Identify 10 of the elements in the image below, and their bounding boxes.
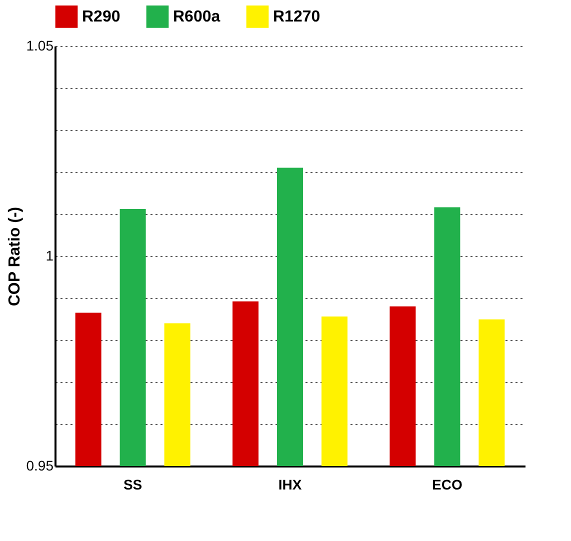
y-tick-label: 1 bbox=[46, 248, 54, 264]
legend-label: R600a bbox=[173, 8, 220, 26]
x-tick-label: IHX bbox=[278, 476, 302, 492]
x-tick-label: ECO bbox=[432, 476, 462, 492]
legend-label: R1270 bbox=[273, 8, 320, 26]
y-axis-title: COP Ratio (-) bbox=[6, 206, 24, 306]
x-tick-label: SS bbox=[123, 476, 142, 492]
legend-label: R290 bbox=[82, 8, 120, 26]
y-tick-label: 1.05 bbox=[26, 38, 54, 54]
y-tick-label: 0.95 bbox=[26, 458, 54, 474]
